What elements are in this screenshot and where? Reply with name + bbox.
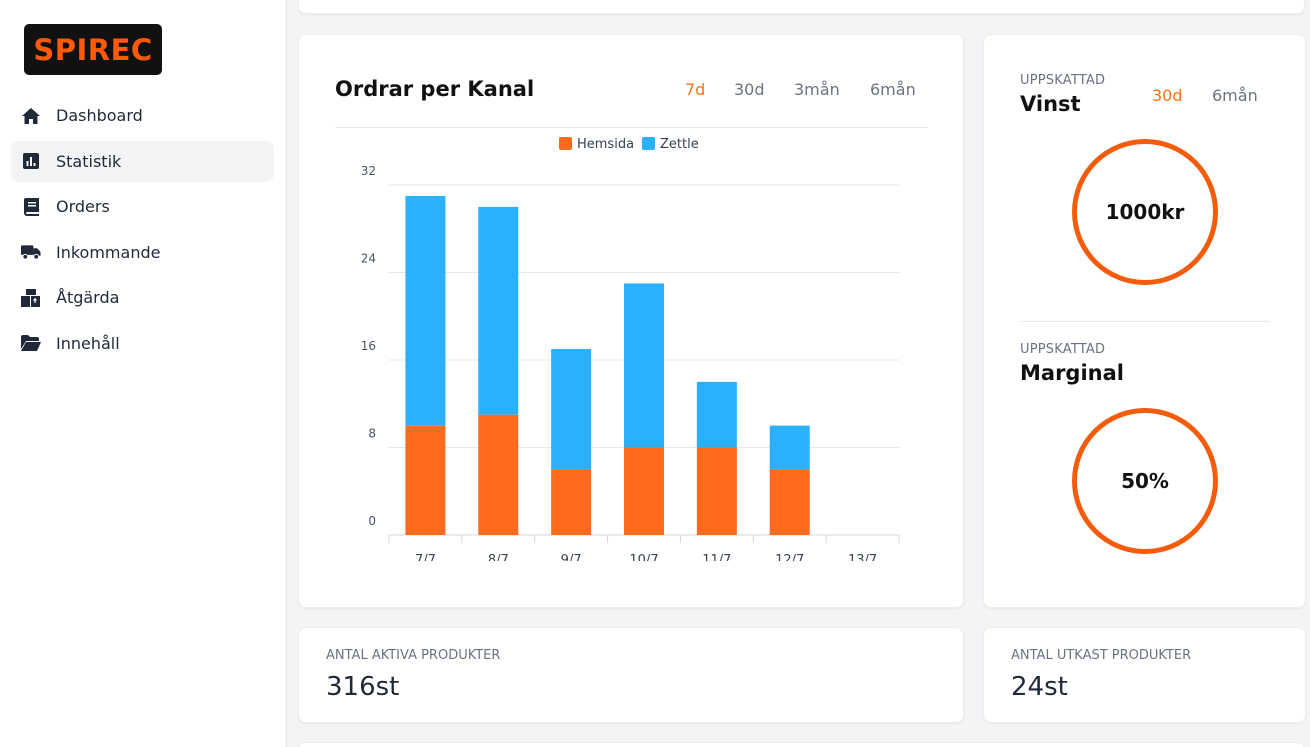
bar-hemsida <box>405 425 446 535</box>
tab-30d[interactable]: 30d <box>1152 86 1183 105</box>
sidebar-item-dashboard[interactable]: Dashboard <box>11 95 274 136</box>
sidebar-item-label: Orders <box>56 197 110 216</box>
tab-3man[interactable]: 3mån <box>794 80 840 99</box>
truck-icon <box>21 242 41 262</box>
y-tick-label: 16 <box>361 339 376 353</box>
sidebar: SPIREC Dashboard Statistik Orders Inkomm… <box>0 0 287 747</box>
tab-7d[interactable]: 7d <box>685 80 706 99</box>
sidebar-nav: Dashboard Statistik Orders Inkommande Åt… <box>11 95 274 368</box>
active-products-label: ANTAL AKTIVA PRODUKTER <box>326 648 501 663</box>
draft-products-label: ANTAL UTKAST PRODUKTER <box>1011 648 1192 663</box>
bar-hemsida <box>551 469 592 535</box>
home-icon <box>21 106 41 126</box>
chart-icon <box>21 151 41 171</box>
x-tick-label: 9/7 <box>561 553 582 561</box>
x-tick-label: 11/7 <box>702 553 731 561</box>
draft-products-card: ANTAL UTKAST PRODUKTER 24st <box>983 627 1306 723</box>
sidebar-item-label: Åtgärda <box>56 288 120 307</box>
sidebar-item-innehall[interactable]: Innehåll <box>11 323 274 364</box>
sidebar-item-orders[interactable]: Orders <box>11 186 274 227</box>
tab-30d[interactable]: 30d <box>734 80 765 99</box>
top-card <box>298 0 1305 14</box>
divider <box>1020 321 1270 322</box>
y-tick-label: 24 <box>361 252 376 266</box>
margin-value: 50% <box>1121 469 1169 493</box>
tab-6man[interactable]: 6mån <box>870 80 916 99</box>
divider <box>335 127 928 128</box>
orders-bar-chart: Hemsida Zettle 0 8 16 24 32 7/7 8/7 9/7 10/7 11/7 12… <box>361 137 900 561</box>
sidebar-item-atgarda[interactable]: Åtgärda <box>11 277 274 318</box>
margin-title: Marginal <box>1020 361 1124 385</box>
profit-card: UPPSKATTAD Vinst 30d 6mån 1000kr UPPSKAT… <box>983 34 1306 608</box>
profit-label: UPPSKATTAD <box>1020 73 1106 88</box>
sidebar-item-label: Dashboard <box>56 106 143 125</box>
profit-title: Vinst <box>1020 92 1081 116</box>
logo[interactable]: SPIREC <box>24 24 162 75</box>
bar-zettle <box>769 425 810 470</box>
profit-value: 1000kr <box>1105 200 1185 224</box>
bar-hemsida <box>769 469 810 535</box>
bar-hemsida <box>478 414 519 535</box>
legend-swatch <box>642 137 655 150</box>
active-products-value: 316st <box>326 672 400 702</box>
boxes-icon <box>21 288 41 308</box>
page-title: Ordrar per Kanal <box>335 77 535 101</box>
x-tick-label: 13/7 <box>848 553 877 561</box>
tab-6man[interactable]: 6mån <box>1212 86 1258 105</box>
sidebar-item-label: Innehåll <box>56 333 120 353</box>
legend-swatch <box>559 137 572 150</box>
folder-open-icon <box>21 333 41 353</box>
sidebar-item-label: Inkommande <box>56 242 161 262</box>
bottom-card <box>298 742 1305 747</box>
bar-hemsida <box>696 447 737 535</box>
x-tick-label: 8/7 <box>488 553 509 561</box>
x-tick-label: 12/7 <box>775 553 804 561</box>
x-tick-label: 7/7 <box>415 553 436 561</box>
sidebar-item-inkommande[interactable]: Inkommande <box>11 232 274 273</box>
bar-zettle <box>405 195 446 426</box>
sidebar-item-statistik[interactable]: Statistik <box>11 140 274 182</box>
bar-hemsida <box>624 447 664 535</box>
y-tick-label: 0 <box>368 514 376 528</box>
x-tick-label: 10/7 <box>629 553 658 561</box>
sidebar-item-label: Statistik <box>56 151 122 171</box>
profit-ring: 1000kr <box>1072 139 1218 285</box>
margin-label: UPPSKATTAD <box>1020 342 1106 357</box>
bar-zettle <box>624 283 664 448</box>
logo-text: SPIREC <box>33 32 153 67</box>
y-tick-label: 8 <box>368 427 376 441</box>
legend-label: Zettle <box>660 137 699 152</box>
y-tick-label: 32 <box>361 164 376 178</box>
margin-ring: 50% <box>1072 408 1218 554</box>
bar-zettle <box>478 206 519 415</box>
book-icon <box>21 197 41 217</box>
bar-zettle <box>696 381 737 448</box>
draft-products-value: 24st <box>1011 672 1068 702</box>
bar-zettle <box>551 349 592 470</box>
legend-label: Hemsida <box>577 137 634 152</box>
active-products-card: ANTAL AKTIVA PRODUKTER 316st <box>298 627 964 723</box>
orders-chart-card: Ordrar per Kanal 7d 30d 3mån 6mån Hemsid… <box>298 34 964 608</box>
